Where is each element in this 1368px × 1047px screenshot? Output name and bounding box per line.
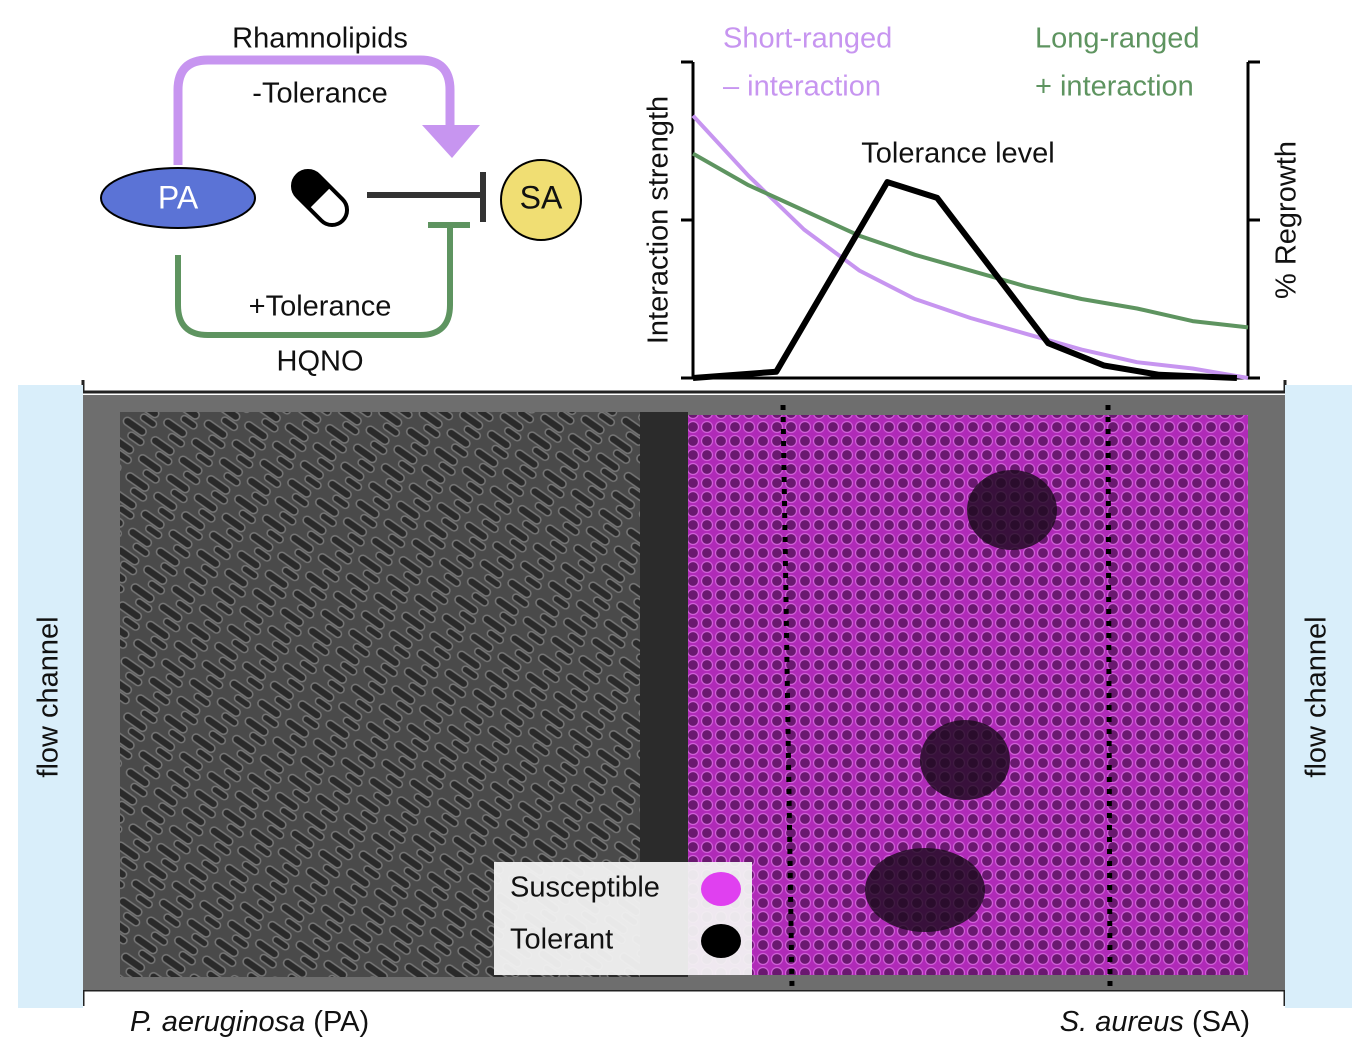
label: Rhamnolipids bbox=[232, 23, 408, 55]
legend-swatch bbox=[701, 924, 741, 958]
flow-channel bbox=[1285, 385, 1352, 1008]
zone-line bbox=[1105, 404, 1113, 989]
caption: P. aeruginosa (PA) bbox=[130, 1006, 369, 1038]
drug-capsule bbox=[290, 168, 350, 228]
series-line bbox=[692, 179, 1238, 381]
purple-arrow bbox=[173, 55, 455, 165]
legend-note: – interaction bbox=[723, 71, 881, 103]
legend-entry: Long-ranged bbox=[1035, 23, 1199, 55]
microscopy-image: Susceptible Tolerant flow channel flow c… bbox=[18, 385, 1352, 1038]
legend-label: Susceptible bbox=[510, 872, 660, 904]
y2-axis-label: % Regrowth bbox=[1271, 141, 1303, 299]
abbr: (PA) bbox=[313, 1006, 369, 1038]
tolerant-cluster bbox=[967, 470, 1057, 550]
node-label: SA bbox=[520, 179, 563, 215]
y-axis-label: Interaction strength bbox=[643, 96, 675, 344]
legend-note: + interaction bbox=[1035, 71, 1194, 103]
legend-entry: Short-ranged bbox=[723, 23, 892, 55]
caption: S. aureus (SA) bbox=[1060, 1006, 1250, 1038]
node-label: PA bbox=[158, 179, 199, 215]
pa-node bbox=[100, 167, 256, 229]
label: HQNO bbox=[277, 346, 364, 378]
tolerant-cluster bbox=[920, 720, 1010, 800]
tolerant-cluster bbox=[865, 848, 985, 932]
bracket bbox=[81, 988, 1287, 1006]
label: -Tolerance bbox=[252, 78, 387, 110]
arrowhead bbox=[422, 125, 480, 158]
species: P. aeruginosa bbox=[130, 1006, 305, 1038]
green-path bbox=[175, 225, 453, 338]
abbr: (SA) bbox=[1192, 1006, 1250, 1038]
chart: Interaction strength % Regrowth Short-ra… bbox=[643, 23, 1303, 381]
series-line bbox=[692, 151, 1249, 330]
species: S. aureus bbox=[1060, 1006, 1184, 1038]
annotation: Tolerance level bbox=[861, 138, 1054, 170]
zone-line bbox=[780, 404, 795, 989]
interaction-diagram: Rhamnolipids -Tolerance PA SA +Tolerance… bbox=[100, 23, 582, 378]
side-label: flow channel bbox=[1301, 616, 1333, 777]
side-label: flow channel bbox=[33, 616, 65, 777]
bracket bbox=[81, 380, 1287, 394]
label: +Tolerance bbox=[249, 291, 392, 323]
legend-swatch bbox=[701, 872, 741, 906]
legend-label: Tolerant bbox=[510, 924, 613, 956]
series-line bbox=[691, 114, 1249, 380]
sa-node bbox=[500, 159, 582, 241]
flow-channel bbox=[18, 385, 83, 1008]
